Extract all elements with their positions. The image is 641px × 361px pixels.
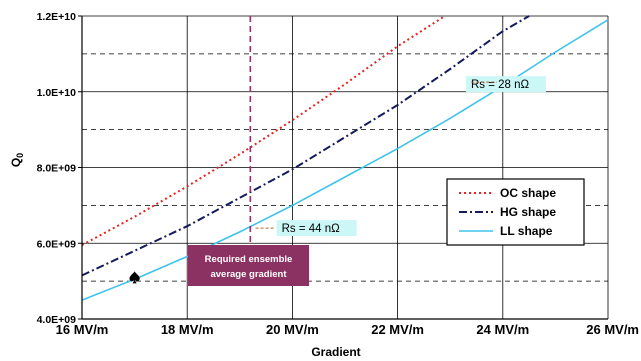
rs-annotation-text-1: Rs = 28 nΩ: [471, 79, 530, 91]
axes: 4.0E+09 6.0E+09 8.0E+09 1.0E+10 1.2E+10 16 MV…: [37, 11, 639, 337]
spade-marker: [129, 271, 140, 284]
legend-label-ll: LL shape: [500, 224, 553, 238]
x-tick-label-0: 16 MV/m: [56, 322, 109, 337]
x-tick-label-1: 18 MV/m: [161, 322, 214, 337]
y-tick-label-4: 1.2E+10: [37, 11, 77, 23]
legend-label-hg: HG shape: [500, 205, 556, 219]
legend: OC shape HG shape LL shape: [446, 178, 585, 246]
svg-text:Q0: Q0: [9, 153, 25, 167]
required-gradient-box-bg: [188, 245, 309, 286]
rs-annotation-bg-0: [276, 220, 357, 237]
required-gradient-text-line2: average gradient: [210, 269, 287, 280]
y-axis-label-main: Q: [9, 158, 23, 167]
x-tick-label-4: 24 MV/m: [476, 322, 529, 337]
required-gradient-text-line1: Required ensemble: [205, 254, 293, 265]
y-axis-label: Q0: [9, 153, 25, 167]
x-tick-label-2: 20 MV/m: [266, 322, 319, 337]
rs-annotation-bg-1: [465, 76, 546, 93]
series-lines: [81, 15, 609, 301]
series-line-ll: [81, 19, 609, 301]
x-axis-label: Gradient: [311, 345, 360, 359]
x-tick-label-5: 26 MV/m: [586, 322, 639, 337]
annotations: Rs = 44 nΩ Rs = 28 nΩ: [255, 76, 546, 237]
y-tick-label-0: 4.0E+09: [37, 314, 77, 326]
series-line-hg: [81, 15, 530, 277]
rs-annotation-text-0: Rs = 44 nΩ: [282, 223, 341, 235]
required-gradient-box: Required ensemble average gradient: [188, 245, 309, 286]
legend-label-oc: OC shape: [500, 186, 556, 200]
x-tick-label-3: 22 MV/m: [371, 322, 424, 337]
y-tick-label-1: 6.0E+09: [37, 238, 77, 250]
y-axis-label-subscript: 0: [15, 153, 25, 158]
legend-box: [446, 178, 585, 246]
y-tick-label-3: 1.0E+10: [37, 87, 77, 99]
y-tick-label-2: 8.0E+09: [37, 163, 77, 175]
